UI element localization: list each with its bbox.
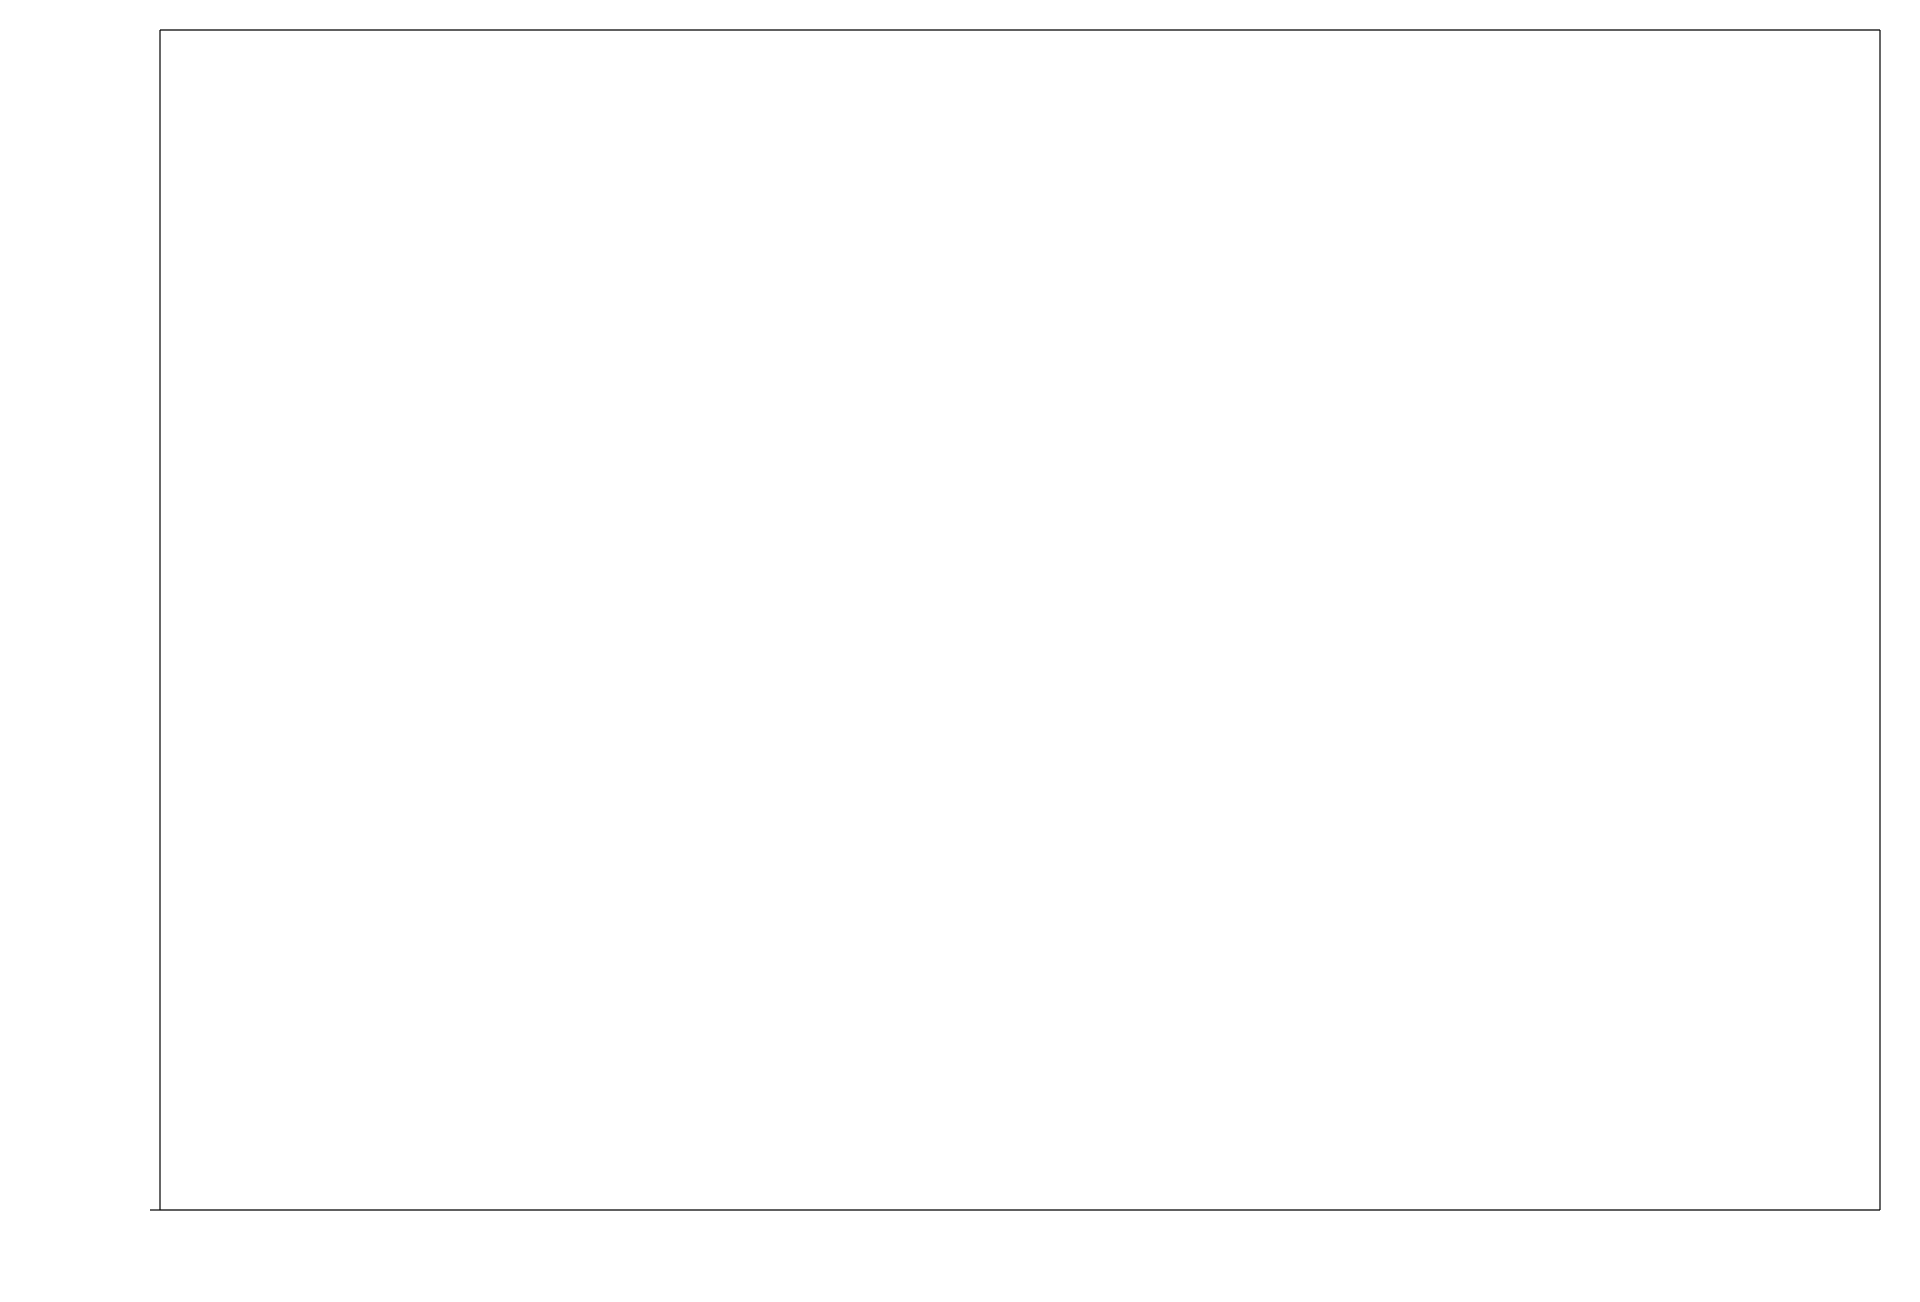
grouped-bar-chart: [0, 0, 1920, 1302]
chart-background: [0, 0, 1920, 1302]
chart-container: [0, 0, 1920, 1302]
